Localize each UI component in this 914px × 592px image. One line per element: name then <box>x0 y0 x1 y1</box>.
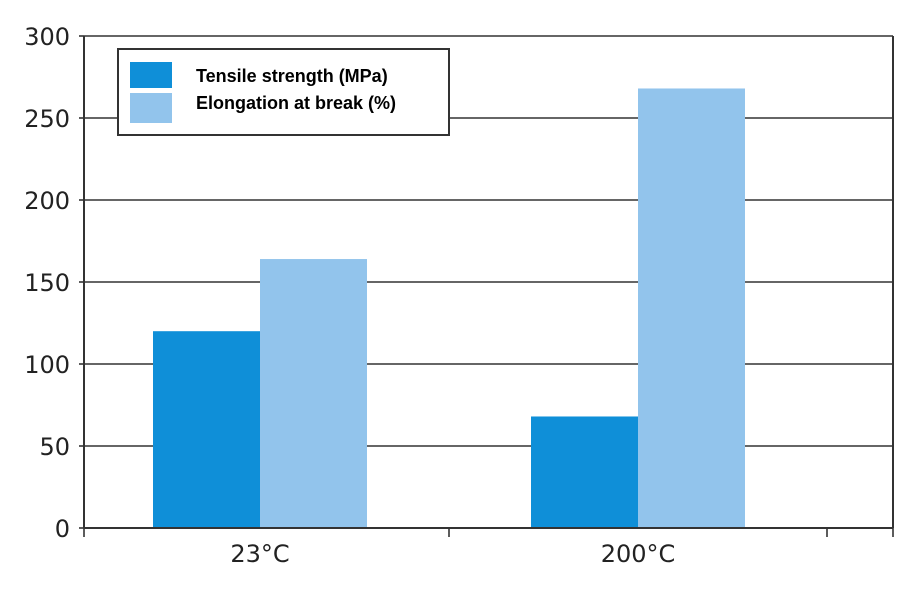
x-axis-ticks: 23°C 200°C <box>83 528 894 568</box>
y-tick-label-100: 100 <box>24 351 70 379</box>
legend-swatch-tensile-strength <box>130 62 172 88</box>
bars <box>153 88 745 528</box>
bar-elongation-at-break-0 <box>260 259 367 528</box>
y-tick-label-250: 250 <box>24 105 70 133</box>
y-tick-label-50: 50 <box>39 433 70 461</box>
legend-label-tensile-strength: Tensile strength (MPa) <box>196 66 388 86</box>
y-axis-ticks: 0 50 100 150 200 250 300 <box>24 23 84 543</box>
legend-swatch-elongation-at-break <box>130 93 172 123</box>
bar-elongation-at-break-1 <box>638 88 745 528</box>
y-tick-label-0: 0 <box>55 515 70 543</box>
bar-tensile-strength-1 <box>531 416 638 528</box>
y-tick-label-200: 200 <box>24 187 70 215</box>
x-tick-label-0: 23°C <box>230 540 289 568</box>
y-tick-label-300: 300 <box>24 23 70 51</box>
legend-label-elongation-at-break: Elongation at break (%) <box>196 93 396 113</box>
y-tick-label-150: 150 <box>24 269 70 297</box>
legend-box <box>117 48 450 136</box>
legend: Tensile strength (MPa) Elongation at bre… <box>117 48 450 136</box>
x-tick-label-1: 200°C <box>601 540 676 568</box>
bar-tensile-strength-0 <box>153 331 260 528</box>
